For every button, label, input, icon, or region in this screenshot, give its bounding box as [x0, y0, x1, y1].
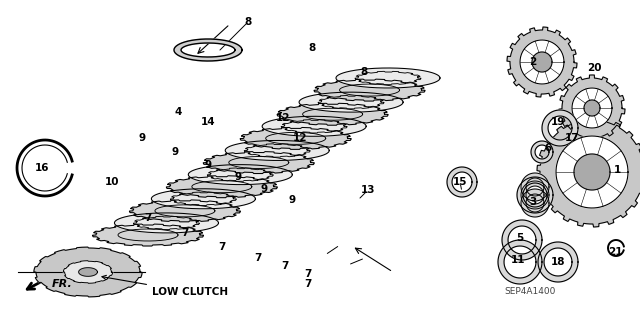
- Polygon shape: [277, 103, 388, 125]
- Polygon shape: [520, 40, 564, 84]
- Text: 1: 1: [613, 165, 621, 175]
- Text: 18: 18: [551, 257, 565, 267]
- Text: 20: 20: [587, 63, 601, 73]
- Polygon shape: [532, 52, 552, 72]
- Text: 7: 7: [218, 242, 226, 252]
- Polygon shape: [225, 140, 329, 160]
- Text: 9: 9: [138, 133, 145, 143]
- Polygon shape: [521, 181, 549, 209]
- Polygon shape: [556, 136, 628, 208]
- Text: 16: 16: [35, 163, 49, 173]
- Text: 12: 12: [276, 113, 291, 123]
- Polygon shape: [447, 167, 477, 197]
- Text: 5: 5: [516, 233, 524, 243]
- Text: 10: 10: [105, 177, 119, 187]
- Text: 15: 15: [452, 177, 467, 187]
- Text: 8: 8: [308, 43, 316, 53]
- Polygon shape: [152, 189, 255, 209]
- Polygon shape: [34, 247, 142, 297]
- Text: 2: 2: [529, 57, 536, 67]
- Text: 9: 9: [234, 172, 241, 182]
- Text: 4: 4: [174, 107, 182, 117]
- Polygon shape: [572, 88, 612, 128]
- Polygon shape: [240, 128, 351, 149]
- Polygon shape: [584, 100, 600, 116]
- Text: 7: 7: [254, 253, 262, 263]
- Text: 21: 21: [608, 247, 622, 257]
- Text: 12: 12: [292, 133, 307, 143]
- Text: 9: 9: [260, 184, 268, 194]
- Polygon shape: [498, 240, 542, 284]
- Text: LOW CLUTCH: LOW CLUTCH: [102, 275, 228, 297]
- Polygon shape: [299, 92, 403, 112]
- Text: 11: 11: [511, 255, 525, 265]
- Text: 8: 8: [244, 17, 252, 27]
- Text: 3: 3: [529, 197, 536, 207]
- Text: FR.: FR.: [52, 279, 73, 289]
- Polygon shape: [166, 176, 277, 198]
- Polygon shape: [336, 68, 440, 88]
- Polygon shape: [521, 173, 549, 201]
- Polygon shape: [204, 152, 314, 174]
- Text: SEP4A1400: SEP4A1400: [504, 287, 556, 296]
- Polygon shape: [538, 242, 578, 282]
- Text: 13: 13: [361, 185, 375, 195]
- Text: 9: 9: [204, 160, 212, 170]
- Polygon shape: [129, 200, 241, 222]
- Polygon shape: [115, 213, 218, 233]
- Polygon shape: [521, 189, 549, 217]
- Polygon shape: [531, 141, 553, 163]
- Text: 9: 9: [172, 147, 179, 157]
- Text: 7: 7: [282, 261, 289, 271]
- Text: 7: 7: [304, 269, 312, 279]
- Polygon shape: [574, 154, 610, 190]
- Polygon shape: [93, 224, 204, 246]
- Polygon shape: [63, 261, 113, 283]
- Text: 8: 8: [360, 67, 367, 77]
- Text: 7: 7: [181, 228, 189, 238]
- Text: 14: 14: [201, 117, 215, 127]
- Polygon shape: [559, 75, 625, 141]
- Text: 19: 19: [551, 117, 565, 127]
- Polygon shape: [517, 177, 553, 213]
- Text: 9: 9: [289, 195, 296, 205]
- Polygon shape: [502, 220, 542, 260]
- Polygon shape: [262, 116, 366, 136]
- Polygon shape: [507, 27, 577, 97]
- Polygon shape: [174, 39, 242, 61]
- Polygon shape: [79, 268, 97, 276]
- Text: 7: 7: [144, 213, 152, 223]
- Polygon shape: [542, 110, 578, 146]
- Polygon shape: [314, 79, 425, 101]
- Polygon shape: [537, 117, 640, 227]
- Polygon shape: [188, 165, 292, 185]
- Text: 7: 7: [304, 279, 312, 289]
- Text: 17: 17: [564, 133, 579, 143]
- Text: 6: 6: [545, 143, 552, 153]
